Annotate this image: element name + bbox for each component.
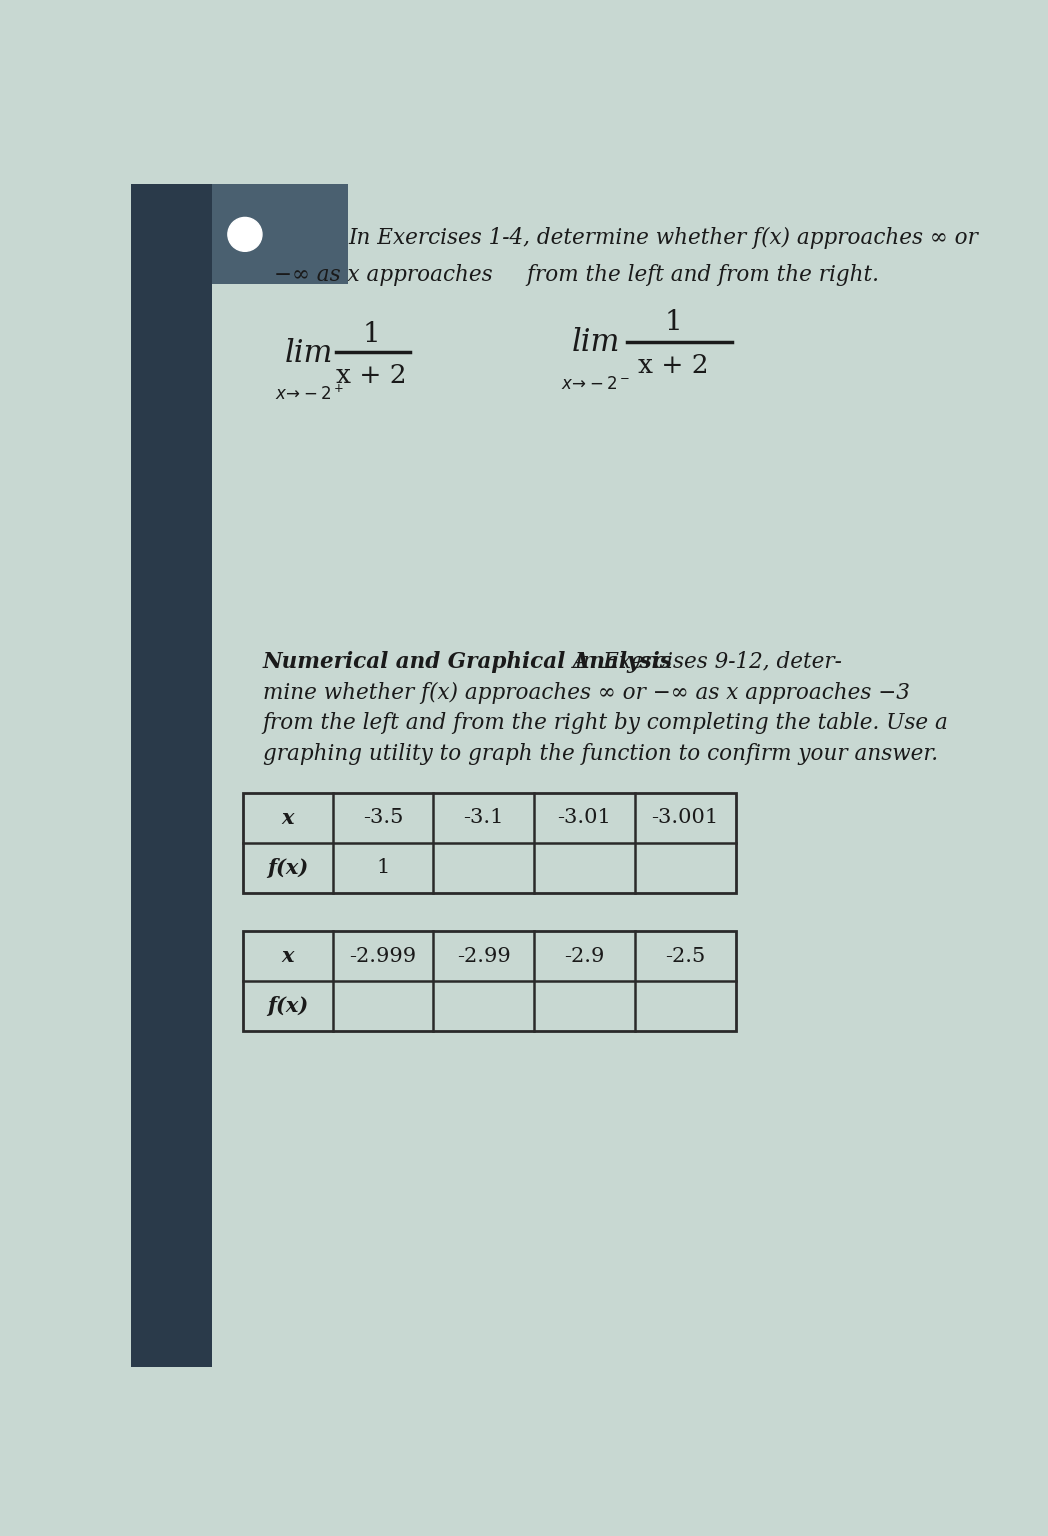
Text: -2.99: -2.99	[457, 946, 510, 966]
Text: x: x	[282, 808, 294, 828]
Text: In Exercises 9-12, deter-: In Exercises 9-12, deter-	[574, 651, 843, 673]
Text: x + 2: x + 2	[638, 353, 708, 378]
Text: lim: lim	[572, 327, 620, 358]
Text: -3.01: -3.01	[558, 808, 611, 828]
Text: f(x): f(x)	[267, 997, 308, 1017]
Text: x: x	[282, 946, 294, 966]
Text: 1: 1	[664, 309, 682, 336]
Text: -2.5: -2.5	[665, 946, 705, 966]
Circle shape	[227, 218, 262, 252]
Bar	[243, 793, 736, 892]
Text: lim: lim	[285, 338, 333, 369]
Bar	[131, 184, 213, 1367]
Text: f(x): f(x)	[267, 857, 308, 877]
Bar	[213, 184, 348, 284]
Bar	[243, 931, 736, 1031]
Text: -2.9: -2.9	[564, 946, 605, 966]
Text: −∞ as x approaches     from the left and from the right.: −∞ as x approaches from the left and fro…	[275, 264, 879, 286]
Text: -3.1: -3.1	[463, 808, 504, 828]
Text: -3.001: -3.001	[652, 808, 719, 828]
Text: -2.999: -2.999	[349, 946, 416, 966]
Text: 1: 1	[376, 859, 390, 877]
Text: $x\!\rightarrow\!-2^+$: $x\!\rightarrow\!-2^+$	[275, 384, 344, 404]
Text: mine whether f(x) approaches ∞ or −∞ as x approaches −3: mine whether f(x) approaches ∞ or −∞ as …	[263, 682, 910, 703]
Text: from the left and from the right by completing the table. Use a: from the left and from the right by comp…	[263, 713, 948, 734]
Text: x + 2: x + 2	[336, 362, 407, 387]
Text: graphing utility to graph the function to confirm your answer.: graphing utility to graph the function t…	[263, 743, 938, 765]
Text: 1: 1	[363, 321, 380, 349]
Text: Numerical and Graphical Analysis: Numerical and Graphical Analysis	[263, 651, 673, 673]
Text: -3.5: -3.5	[363, 808, 403, 828]
Text: $x\!\rightarrow\!-2^-$: $x\!\rightarrow\!-2^-$	[562, 376, 631, 393]
Text: In Exercises 1-4, determine whether f(x) approaches ∞ or: In Exercises 1-4, determine whether f(x)…	[348, 227, 978, 249]
